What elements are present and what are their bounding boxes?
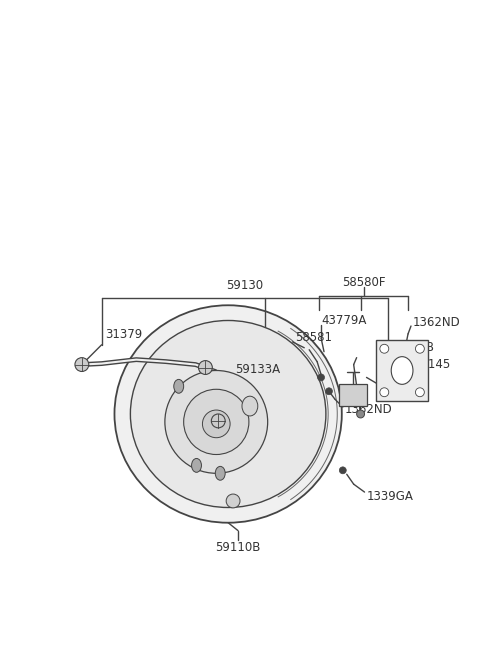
Circle shape (339, 467, 346, 474)
Ellipse shape (391, 357, 413, 384)
Circle shape (416, 345, 424, 353)
Circle shape (318, 374, 324, 381)
Circle shape (226, 494, 240, 508)
Circle shape (325, 388, 333, 395)
Text: 58580F: 58580F (342, 276, 385, 289)
Circle shape (380, 388, 389, 397)
Text: 1339GA: 1339GA (367, 489, 413, 502)
Text: 59130: 59130 (227, 279, 264, 292)
FancyBboxPatch shape (376, 340, 428, 401)
Ellipse shape (216, 466, 225, 480)
Circle shape (165, 371, 268, 474)
Text: 59133A: 59133A (235, 363, 280, 376)
Text: 1710AB: 1710AB (388, 341, 434, 354)
Circle shape (184, 389, 249, 455)
Text: 58581: 58581 (295, 331, 332, 345)
Ellipse shape (114, 305, 342, 523)
Circle shape (199, 361, 212, 375)
Ellipse shape (242, 396, 258, 416)
Ellipse shape (192, 458, 202, 472)
Text: 59145: 59145 (413, 358, 450, 371)
Text: 31379: 31379 (388, 383, 425, 396)
Ellipse shape (174, 379, 184, 393)
Text: 1362ND: 1362ND (345, 403, 393, 415)
Text: 31379: 31379 (106, 328, 143, 341)
Circle shape (416, 388, 424, 397)
Text: 1362ND: 1362ND (413, 316, 461, 329)
Circle shape (203, 410, 230, 438)
FancyBboxPatch shape (339, 384, 367, 406)
Text: 43779A: 43779A (321, 314, 366, 327)
Ellipse shape (131, 320, 326, 508)
Circle shape (75, 358, 89, 371)
Text: 59110B: 59110B (216, 541, 261, 554)
Circle shape (357, 410, 364, 418)
Circle shape (211, 414, 225, 428)
Circle shape (380, 345, 389, 353)
